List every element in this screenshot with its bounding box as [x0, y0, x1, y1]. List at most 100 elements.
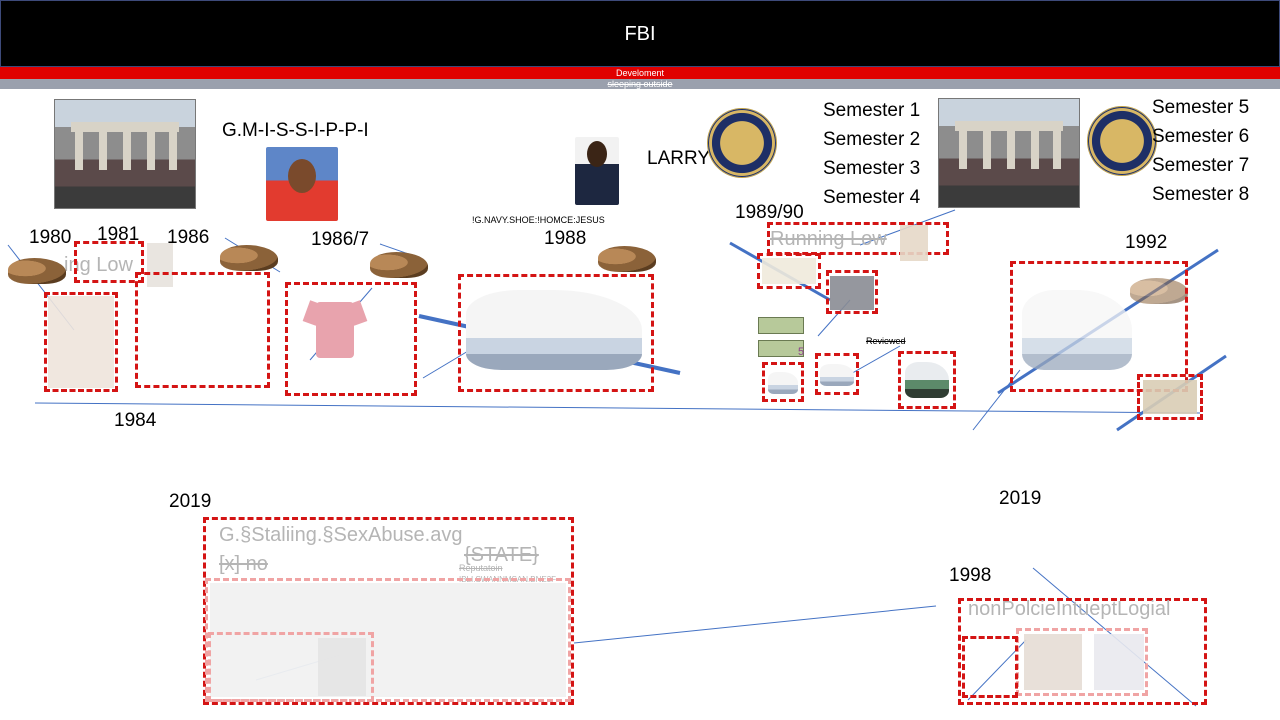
semester-3-label: Semester 3 [823, 158, 921, 179]
year-1988: 1988 [544, 228, 587, 249]
staliing-label: G.§Staliing.§SexAbuse.avg [219, 524, 463, 546]
year-1992: 1992 [1125, 232, 1168, 253]
shirt-icon [302, 296, 368, 358]
year-1980: 1980 [29, 227, 72, 248]
semester-5-label: Semester 5 [1152, 97, 1250, 118]
x-no-label: [x] no [219, 553, 268, 575]
gate-column [1053, 129, 1061, 169]
frame-small-2 [826, 270, 878, 314]
header-bar: FBI [0, 0, 1280, 67]
year-1986-7: 1986/7 [311, 229, 370, 250]
semester-8-label: Semester 8 [1152, 184, 1250, 205]
frame-1981 [74, 241, 144, 283]
semester-1-label: Semester 1 [823, 100, 921, 121]
gate-column [169, 130, 177, 170]
frame-1988 [458, 274, 654, 392]
faded-image [762, 258, 816, 284]
faded-image [318, 638, 366, 696]
money-icon [758, 340, 804, 357]
gate-column [99, 130, 107, 170]
gate-lintel [955, 121, 1063, 131]
gray-bar-text: sleeping outside [607, 79, 673, 89]
frame-1980 [44, 292, 118, 392]
frame-small-3 [762, 362, 804, 402]
semester-4-label: Semester 4 [823, 187, 921, 208]
gate-column [123, 130, 131, 170]
slipper-icon [598, 246, 656, 272]
faded-image [830, 276, 874, 310]
seal-icon-left [708, 109, 776, 177]
header-title: FBI [624, 23, 656, 45]
frame-1992-small [1137, 374, 1203, 420]
reputation-label: Reputatoin [459, 563, 503, 573]
gray-bar: sleeping outside [0, 79, 1280, 89]
slipper-icon [220, 245, 278, 271]
semester-2-label: Semester 2 [823, 129, 921, 150]
money-icon [758, 317, 804, 334]
brandenburg-gate-photo-right [938, 98, 1080, 208]
gate-column [983, 129, 991, 169]
semester-7-label: Semester 7 [1152, 155, 1250, 176]
running-low-faded-left: ing Low [64, 254, 133, 276]
sneaker-icon [1022, 290, 1132, 370]
year-2019-right: 2019 [999, 488, 1042, 509]
sneaker-icon [466, 290, 642, 370]
frame-1998 [958, 598, 1207, 705]
faded-image [1094, 634, 1144, 690]
faded-image [1024, 634, 1082, 690]
frame-running-low [767, 222, 949, 255]
frame-2019-left-small [208, 632, 374, 702]
year-1981: 1981 [97, 224, 140, 245]
running-low-faded-right: Running Low [770, 228, 887, 250]
shirt-body [316, 302, 354, 358]
faded-image [210, 583, 566, 697]
frame-small-1 [757, 253, 821, 289]
gate-column [1031, 129, 1039, 169]
frame-1998-small [962, 636, 1018, 698]
navy-shoe-label: !G.NAVY.SHOE:!HOMCE:JESUS [472, 215, 605, 225]
faded-image [900, 225, 928, 261]
gate-lintel [71, 122, 179, 132]
year-1984: 1984 [114, 410, 157, 431]
gate-column [147, 130, 155, 170]
portrait-photo-man [575, 137, 619, 205]
money-label: 5 [798, 346, 805, 358]
non-police-label: nonPolcieIntueptLogial [968, 598, 1171, 620]
face-shape [288, 159, 316, 193]
frame-small-4 [815, 353, 859, 395]
face-shape [587, 141, 607, 167]
sneaker-icon [768, 372, 798, 394]
faded-image [48, 296, 114, 388]
sneaker-icon [905, 362, 949, 398]
sneaker-icon [820, 364, 854, 386]
red-bar: Develoment [0, 67, 1280, 79]
year-1998: 1998 [949, 565, 992, 586]
faded-image [147, 243, 173, 287]
frame-1986-7 [285, 282, 417, 396]
state-label: {STATE} [464, 544, 539, 566]
gmississippi-label: G.M-I-S-S-I-P-P-I [222, 120, 369, 141]
slipper-icon [8, 258, 66, 284]
slipper-icon [370, 252, 428, 278]
frame-1992 [1010, 261, 1188, 392]
semester-6-label: Semester 6 [1152, 126, 1250, 147]
frame-1986 [135, 272, 270, 388]
frame-2019-left [203, 517, 574, 705]
brandenburg-gate-photo-left [54, 99, 196, 209]
larry-label: LARRY [647, 148, 711, 169]
seal-icon-right [1088, 107, 1156, 175]
frame-small-5 [898, 351, 956, 409]
frame-2019-left-inner [205, 578, 571, 702]
gate-column [959, 129, 967, 169]
gate-column [1007, 129, 1015, 169]
year-2019-left: 2019 [169, 491, 212, 512]
faded-image [1143, 380, 1197, 414]
year-1986: 1986 [167, 227, 210, 248]
gate-column [75, 130, 83, 170]
red-bar-text: Develoment [615, 68, 665, 78]
slipper-icon [1130, 278, 1188, 304]
reviewed-label: Reviewed [866, 336, 906, 346]
portrait-photo-woman [266, 147, 338, 221]
year-1989-90: 1989/90 [735, 202, 804, 223]
